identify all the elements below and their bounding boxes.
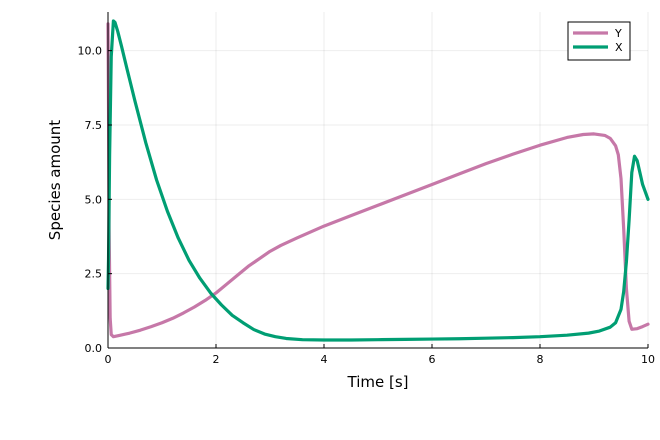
x-axis-label: Time [s] <box>347 373 409 391</box>
legend-label: Y <box>614 27 622 40</box>
y-tick-label: 2.5 <box>85 268 103 281</box>
legend-box <box>567 21 631 61</box>
y-tick-label: 0.0 <box>85 342 103 355</box>
y-tick-label: 5.0 <box>85 193 103 206</box>
y-axis-label: Species amount <box>46 120 64 240</box>
series-layer <box>106 19 650 342</box>
y-tick-label: 10.0 <box>78 45 103 58</box>
legend: YX <box>567 21 631 61</box>
x-ticks: 0 2 4 6 8 10 <box>105 344 655 366</box>
axes <box>107 12 648 349</box>
x-tick-label: 10 <box>641 353 655 366</box>
y-ticks: 0.0 2.5 5.0 7.5 10.0 <box>78 45 112 355</box>
series-line-x <box>106 19 650 342</box>
x-tick-label: 6 <box>429 353 436 366</box>
x-tick-label: 2 <box>213 353 220 366</box>
series-line-y <box>106 22 650 339</box>
legend-label: X <box>615 41 623 54</box>
x-tick-label: 0 <box>105 353 112 366</box>
y-tick-label: 7.5 <box>85 119 103 132</box>
x-tick-label: 4 <box>321 353 328 366</box>
grid-lines <box>107 12 649 349</box>
x-tick-label: 8 <box>537 353 544 366</box>
